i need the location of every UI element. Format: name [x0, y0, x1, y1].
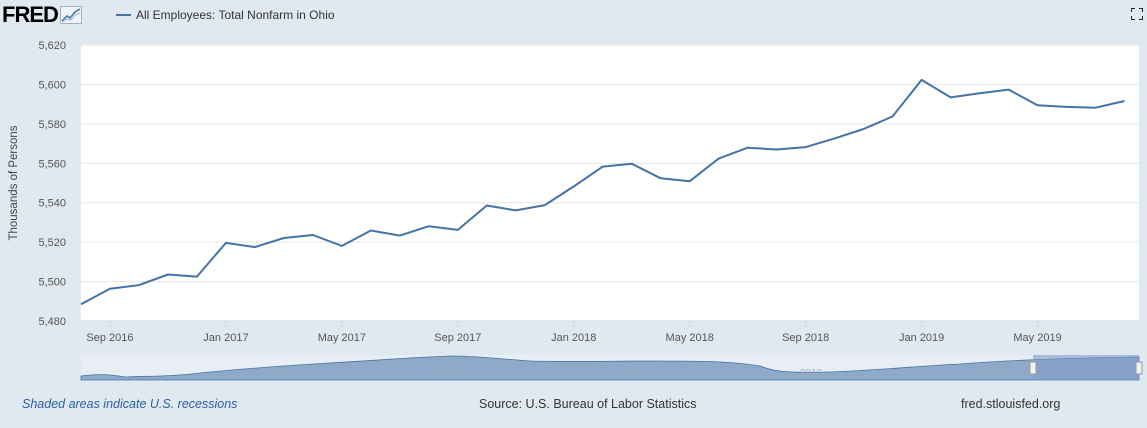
- data-point: [370, 230, 372, 232]
- y-axis-label: Thousands of Persons: [8, 125, 20, 240]
- data-point: [254, 246, 256, 248]
- data-point: [1037, 104, 1039, 106]
- data-point: [805, 146, 807, 148]
- y-axis: 5,480 5,500 5,520 5,540 5,560 5,580 5,600 5,620: [38, 40, 66, 328]
- navigator-handle-right[interactable]: [1135, 361, 1143, 375]
- legend[interactable]: All Employees: Total Nonfarm in Ohio: [116, 8, 335, 22]
- data-point: [602, 166, 604, 168]
- data-point: [312, 234, 314, 236]
- data-point: [660, 177, 662, 179]
- data-point: [1124, 100, 1126, 102]
- recession-note[interactable]: Shaded areas indicate U.S. recessions: [22, 397, 238, 411]
- y-tick-label: 5,620: [38, 40, 66, 52]
- data-point: [428, 225, 430, 227]
- data-point: [950, 96, 952, 98]
- data-point: [486, 204, 488, 206]
- data-point: [863, 128, 865, 130]
- x-tick-label: Sep 2018: [782, 332, 829, 344]
- x-tick-label: Jan 2017: [203, 332, 248, 344]
- data-point: [167, 273, 169, 275]
- data-point: [225, 242, 227, 244]
- x-tick-label: Sep 2016: [86, 332, 133, 344]
- data-point: [544, 204, 546, 206]
- navigator-series: [80, 355, 1140, 381]
- data-point: [1095, 107, 1097, 109]
- data-point: [457, 229, 459, 231]
- fred-chart-icon: [59, 6, 82, 24]
- x-tick-label: Jan 2019: [899, 332, 944, 344]
- data-point: [1008, 89, 1010, 91]
- y-tick-label: 5,520: [38, 237, 66, 249]
- legend-swatch: [116, 14, 131, 16]
- data-point: [747, 147, 749, 149]
- y-tick-label: 5,580: [38, 119, 66, 131]
- data-point: [921, 79, 923, 81]
- navigator-year-label: 2015: [979, 368, 1002, 379]
- data-point: [573, 185, 575, 187]
- data-point: [109, 288, 111, 290]
- data-point: [689, 180, 691, 182]
- x-tick-label: Sep 2017: [434, 332, 481, 344]
- data-point: [196, 276, 198, 278]
- navigator-handle-left[interactable]: [1029, 361, 1037, 375]
- fred-logo[interactable]: FRED: [2, 3, 82, 27]
- plot-area: [81, 45, 1139, 321]
- navigator-year-label: 2000: [442, 368, 465, 379]
- data-point: [80, 303, 82, 305]
- x-axis: Sep 2016 Jan 2017 May 2017 Sep 2017 Jan 2018…: [81, 320, 1139, 344]
- x-tick-label: May 2019: [1013, 332, 1061, 344]
- data-point: [341, 245, 343, 247]
- logo-text: FRED: [2, 2, 59, 27]
- y-tick-label: 5,560: [38, 158, 66, 170]
- navigator[interactable]: 1995 2000 2005 2010 2015: [80, 355, 1143, 381]
- navigator-selection[interactable]: [1033, 355, 1139, 380]
- site-link[interactable]: fred.stlouisfed.org: [961, 397, 1061, 411]
- source-text: Source: U.S. Bureau of Labor Statistics: [479, 397, 697, 411]
- data-point: [718, 158, 720, 160]
- x-tick-label: Jan 2018: [551, 332, 596, 344]
- x-tick-label: May 2018: [666, 332, 714, 344]
- y-tick-label: 5,480: [38, 316, 66, 328]
- data-point: [631, 163, 633, 165]
- data-point: [283, 237, 285, 239]
- data-point: [776, 148, 778, 150]
- navigator-year-label: 2010: [800, 368, 823, 379]
- data-point: [138, 284, 140, 286]
- series-line: [80, 78, 1125, 306]
- chart: 5,480 5,500 5,520 5,540 5,560 5,580 5,600 5,620…: [8, 40, 1143, 381]
- chart-header: FRED All Employees: Total Nonfarm in Ohi…: [0, 0, 1147, 34]
- data-point: [979, 92, 981, 94]
- data-point: [515, 209, 517, 211]
- data-point: [892, 115, 894, 117]
- legend-label: All Employees: Total Nonfarm in Ohio: [136, 8, 335, 22]
- data-point: [399, 235, 401, 237]
- y-tick-label: 5,540: [38, 198, 66, 210]
- x-tick-label: May 2017: [318, 332, 366, 344]
- navigator-labels: 1995 2000 2005 2010 2015: [266, 368, 1002, 379]
- data-point: [834, 137, 836, 139]
- y-tick-label: 5,600: [38, 79, 66, 91]
- y-tick-label: 5,500: [38, 277, 66, 289]
- data-point: [1066, 106, 1068, 108]
- navigator-year-label: 1995: [266, 368, 289, 379]
- navigator-year-label: 2005: [621, 368, 644, 379]
